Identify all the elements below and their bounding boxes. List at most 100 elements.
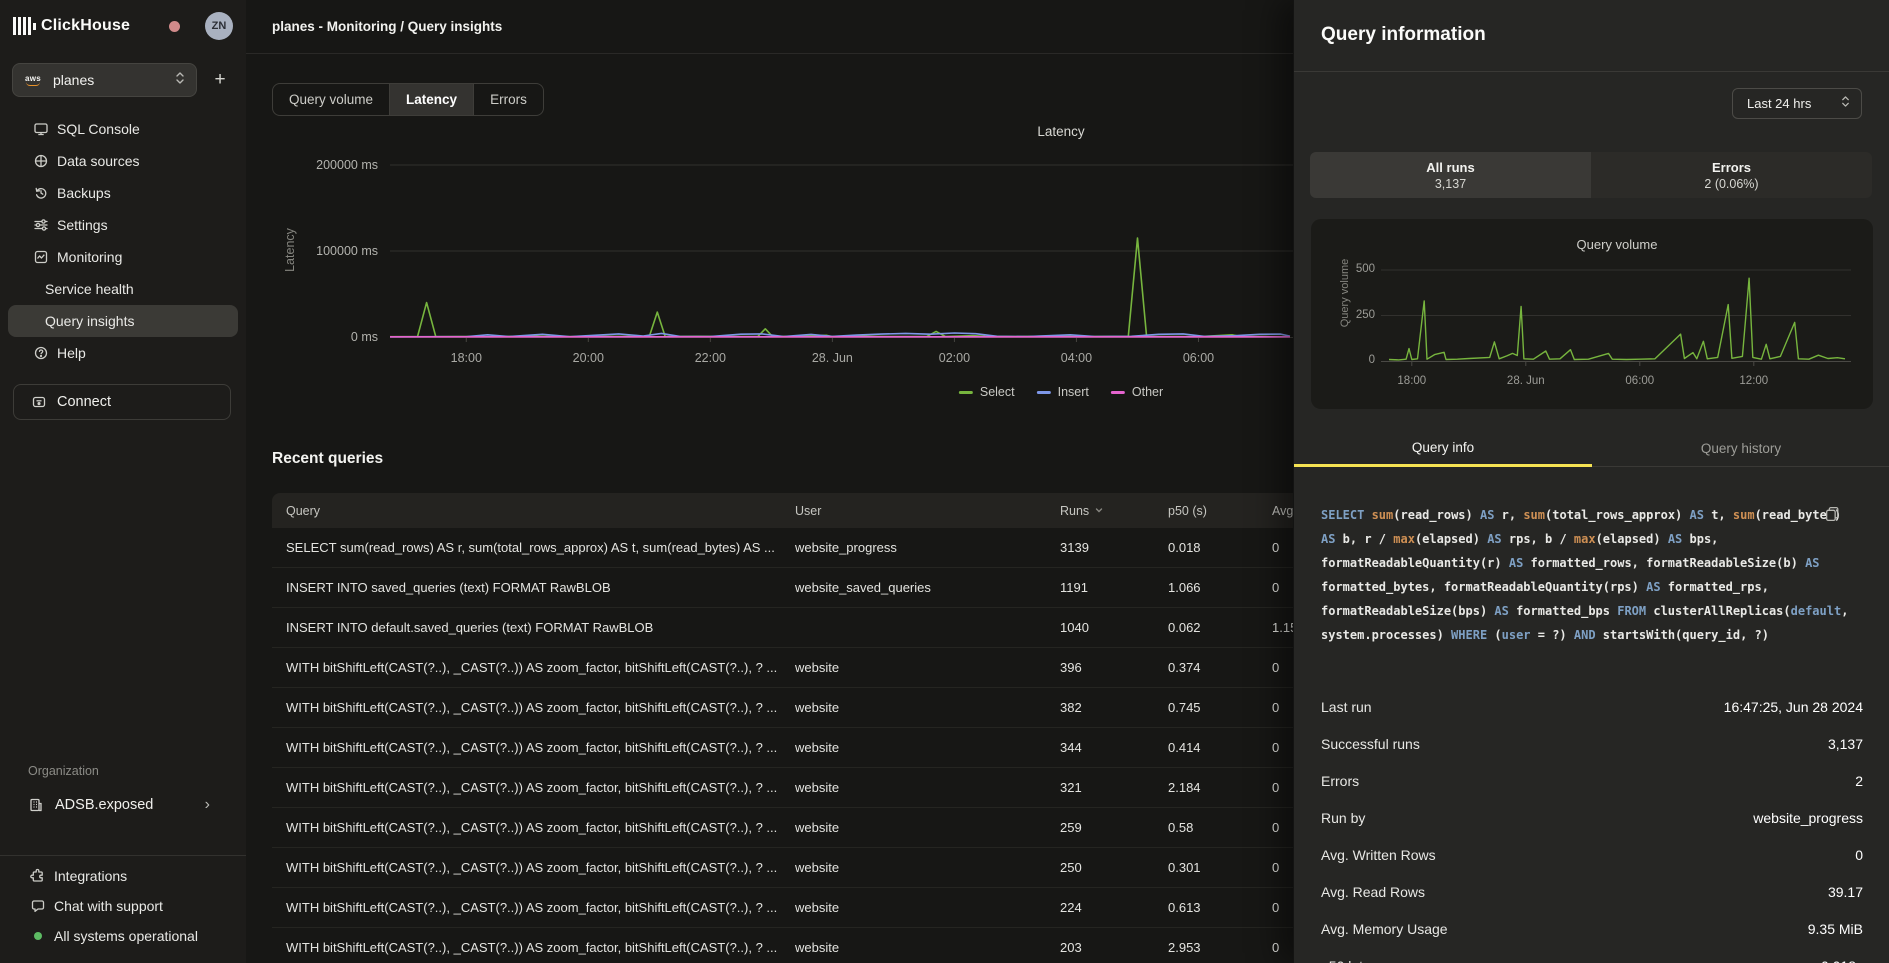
detail-value: 16:47:25, Jun 28 2024 — [1724, 699, 1863, 715]
code-token: (elapsed) — [1415, 532, 1487, 546]
copy-icon[interactable] — [1824, 505, 1842, 523]
footer-item-integrations[interactable]: Integrations — [8, 861, 238, 891]
query-cell: WITH bitShiftLeft(CAST(?..), _CAST(?..))… — [272, 660, 781, 675]
sidebar-item-label: Service health — [45, 281, 134, 297]
segment-label: Errors — [1712, 160, 1751, 175]
p50-cell: 0.062 — [1154, 620, 1258, 635]
connect-button[interactable]: Connect — [13, 384, 231, 420]
sidebar-item-monitoring[interactable]: Monitoring — [8, 241, 238, 273]
code-token: default — [1791, 604, 1842, 618]
query-cell: WITH bitShiftLeft(CAST(?..), _CAST(?..))… — [272, 740, 781, 755]
p50-cell: 0.301 — [1154, 860, 1258, 875]
code-token: = ?) — [1531, 628, 1574, 642]
sidebar-footer: IntegrationsChat with supportAll systems… — [8, 861, 238, 951]
detail-value: 3,137 — [1828, 736, 1863, 752]
column-header-p50-s-[interactable]: p50 (s) — [1154, 504, 1258, 518]
sidebar-item-query-insights[interactable]: Query insights — [8, 305, 238, 337]
legend-item-insert[interactable]: Insert — [1037, 385, 1089, 399]
code-token: formatted_bps — [1509, 604, 1617, 618]
detail-value: website_progress — [1753, 810, 1863, 826]
code-token: sum — [1372, 508, 1394, 522]
runs-cell: 382 — [1046, 700, 1154, 715]
p50-cell: 1.066 — [1154, 580, 1258, 595]
query-volume-chart — [1311, 219, 1873, 409]
runs-cell: 259 — [1046, 820, 1154, 835]
column-header-query[interactable]: Query — [272, 504, 781, 518]
column-header-label: Runs — [1060, 504, 1089, 518]
column-header-runs[interactable]: Runs — [1046, 504, 1154, 518]
legend-item-other[interactable]: Other — [1111, 385, 1163, 399]
sort-chevron-down-icon — [1094, 504, 1104, 518]
code-token: AS — [1805, 556, 1819, 570]
x-tick-label: 04:00 — [1041, 351, 1111, 365]
runs-cell: 1040 — [1046, 620, 1154, 635]
runs-cell: 3139 — [1046, 540, 1154, 555]
add-service-button[interactable]: + — [207, 66, 233, 94]
detail-label: Run by — [1321, 810, 1365, 826]
organization-item[interactable]: ADSB.exposed › — [8, 789, 238, 821]
avatar[interactable]: ZN — [205, 12, 233, 40]
segment-label: All runs — [1426, 160, 1474, 175]
status-dot-icon — [34, 932, 42, 940]
user-cell: website — [781, 660, 1046, 675]
legend-item-select[interactable]: Select — [959, 385, 1015, 399]
code-token: (elapsed) — [1596, 532, 1668, 546]
integrations-icon — [30, 868, 46, 884]
tab-query-volume[interactable]: Query volume — [273, 84, 389, 115]
code-line: system.processes) WHERE (user = ?) AND s… — [1321, 623, 1856, 647]
code-line: SELECT sum(read_rows) AS r, sum(total_ro… — [1321, 503, 1856, 527]
time-range-select[interactable]: Last 24 hrs — [1732, 88, 1862, 119]
sidebar-item-data-sources[interactable]: Data sources — [8, 145, 238, 177]
settings-icon — [33, 217, 49, 233]
p50-cell: 0.58 — [1154, 820, 1258, 835]
chevron-updown-icon — [1840, 95, 1851, 113]
code-token: AS — [1487, 532, 1501, 546]
segment-all-runs[interactable]: All runs3,137 — [1310, 152, 1591, 198]
footer-item-all-systems-operational[interactable]: All systems operational — [8, 921, 238, 951]
segment-errors[interactable]: Errors 2 (0.06%) — [1591, 152, 1872, 198]
detail-value: 0.018s — [1821, 958, 1863, 963]
detail-row-p50-latency: p50 latency0.018s — [1294, 947, 1889, 963]
detail-value: 0 — [1855, 847, 1863, 863]
code-token: formatted_bytes, formatReadableQuantity(… — [1321, 580, 1646, 594]
panel-title: Query information — [1321, 24, 1486, 46]
code-token: , — [1841, 604, 1848, 618]
sidebar-item-service-health[interactable]: Service health — [8, 273, 238, 305]
sidebar-item-backups[interactable]: Backups — [8, 177, 238, 209]
p50-cell: 0.414 — [1154, 740, 1258, 755]
code-token: r, — [1494, 508, 1523, 522]
panel-divider — [1294, 71, 1889, 72]
time-range-value: Last 24 hrs — [1747, 96, 1840, 111]
column-header-label: p50 (s) — [1168, 504, 1207, 518]
sidebar-divider — [0, 855, 246, 856]
query-information-panel: Query information ✕ Last 24 hrs All runs… — [1293, 0, 1889, 963]
sidebar-item-sql-console[interactable]: SQL Console — [8, 113, 238, 145]
code-token: b, r / — [1335, 532, 1393, 546]
runs-errors-segmented-control: All runs3,137 Errors 2 (0.06%) — [1310, 152, 1872, 198]
panel-tab-query-info[interactable]: Query info — [1294, 434, 1592, 467]
code-token: AS — [1494, 604, 1508, 618]
column-header-user[interactable]: User — [781, 504, 1046, 518]
detail-row-errors: Errors2 — [1294, 762, 1889, 799]
user-cell: website — [781, 700, 1046, 715]
legend-label: Other — [1132, 385, 1163, 399]
sql-code-block: SELECT sum(read_rows) AS r, sum(total_ro… — [1321, 503, 1856, 647]
tab-latency[interactable]: Latency — [389, 84, 473, 115]
sidebar-item-label: SQL Console — [57, 121, 140, 137]
detail-label: Last run — [1321, 699, 1372, 715]
tab-errors[interactable]: Errors — [473, 84, 543, 115]
service-selector[interactable]: aws planes — [12, 63, 197, 97]
p50-cell: 0.018 — [1154, 540, 1258, 555]
recent-queries-title: Recent queries — [272, 450, 383, 468]
sidebar-item-settings[interactable]: Settings — [8, 209, 238, 241]
sidebar-item-help[interactable]: Help — [8, 337, 238, 369]
breadcrumb: planes - Monitoring / Query insights — [272, 19, 502, 34]
user-cell: website — [781, 820, 1046, 835]
legend-label: Select — [980, 385, 1015, 399]
panel-tab-query-history[interactable]: Query history — [1592, 434, 1889, 467]
footer-item-chat-with-support[interactable]: Chat with support — [8, 891, 238, 921]
code-token: max — [1574, 532, 1596, 546]
p50-cell: 0.374 — [1154, 660, 1258, 675]
segment-value: 2 (0.06%) — [1704, 177, 1758, 191]
chevron-updown-icon — [174, 71, 186, 90]
